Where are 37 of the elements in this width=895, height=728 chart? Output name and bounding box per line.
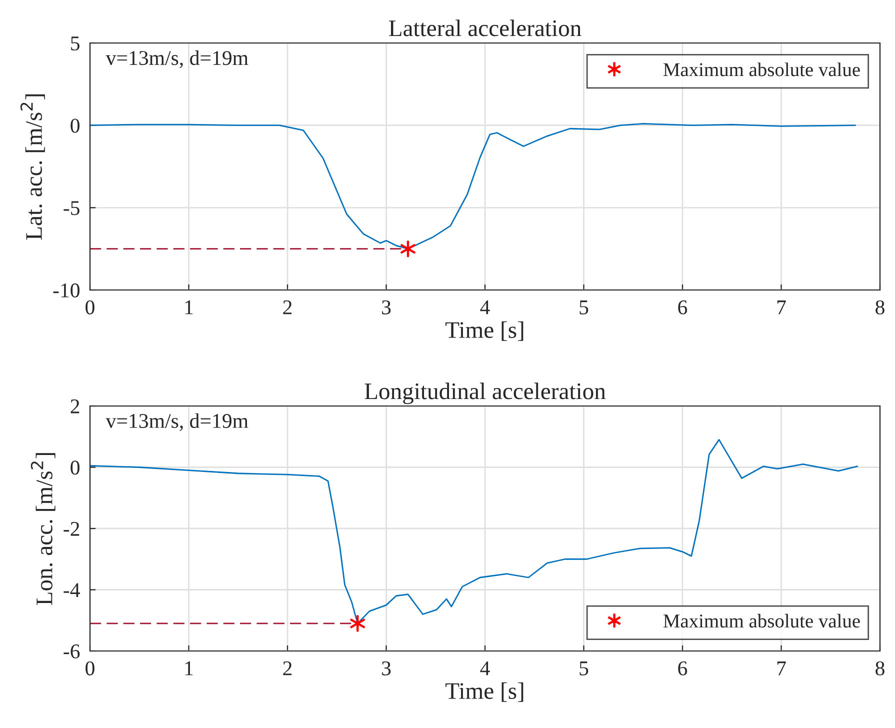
legend-label: Maximum absolute value bbox=[663, 614, 860, 628]
x-tick-label: 6 bbox=[678, 661, 688, 676]
x-tick-label: 4 bbox=[480, 300, 490, 314]
x-tick-label: 7 bbox=[777, 300, 786, 314]
chart-title: Latteral acceleration bbox=[389, 20, 582, 36]
x-tick-label: 3 bbox=[382, 300, 391, 314]
x-tick-label: 5 bbox=[580, 300, 588, 314]
y-tick-label: -6 bbox=[64, 644, 80, 658]
x-tick-label: 2 bbox=[283, 300, 292, 314]
x-tick-label: 2 bbox=[283, 661, 292, 676]
y-axis-title: Lat. acc. [m/s$^{2}$] bbox=[20, 94, 45, 240]
x-tick-label: 5 bbox=[580, 662, 588, 676]
x-tick-label: 3 bbox=[382, 661, 391, 676]
x-tick-label: 4 bbox=[480, 661, 490, 676]
y-tick-label: -2 bbox=[64, 522, 80, 536]
y-tick-label: -10 bbox=[53, 283, 80, 298]
x-tick-label: 1 bbox=[185, 300, 193, 314]
annotation: v=13m/s, d=19m bbox=[106, 413, 248, 432]
y-tick-label: -5 bbox=[64, 201, 80, 216]
y-tick-label: 0 bbox=[70, 460, 80, 475]
legend-label: Maximum absolute value bbox=[663, 62, 860, 76]
x-tick-label: 0 bbox=[86, 661, 94, 676]
y-tick-label: -4 bbox=[64, 583, 80, 597]
x-axis-title: Time [s] bbox=[446, 682, 524, 702]
x-tick-label: 8 bbox=[876, 661, 884, 676]
annotation: v=13m/s, d=19m bbox=[106, 50, 248, 68]
x-tick-label: 0 bbox=[86, 300, 94, 314]
y-tick-label: 0 bbox=[70, 118, 80, 133]
y-axis-title: Lon. acc. [m/s$^{2}$] bbox=[30, 453, 56, 606]
y-tick-label: 2 bbox=[70, 399, 80, 414]
x-tick-label: 7 bbox=[777, 662, 786, 676]
x-tick-label: 6 bbox=[678, 300, 688, 314]
x-tick-label: 1 bbox=[185, 661, 193, 676]
y-tick-label: 5 bbox=[71, 36, 80, 50]
x-tick-label: 8 bbox=[876, 300, 884, 314]
x-axis-title: Time [s] bbox=[446, 321, 524, 341]
chart-title: Longitudinal acceleration bbox=[364, 382, 606, 404]
